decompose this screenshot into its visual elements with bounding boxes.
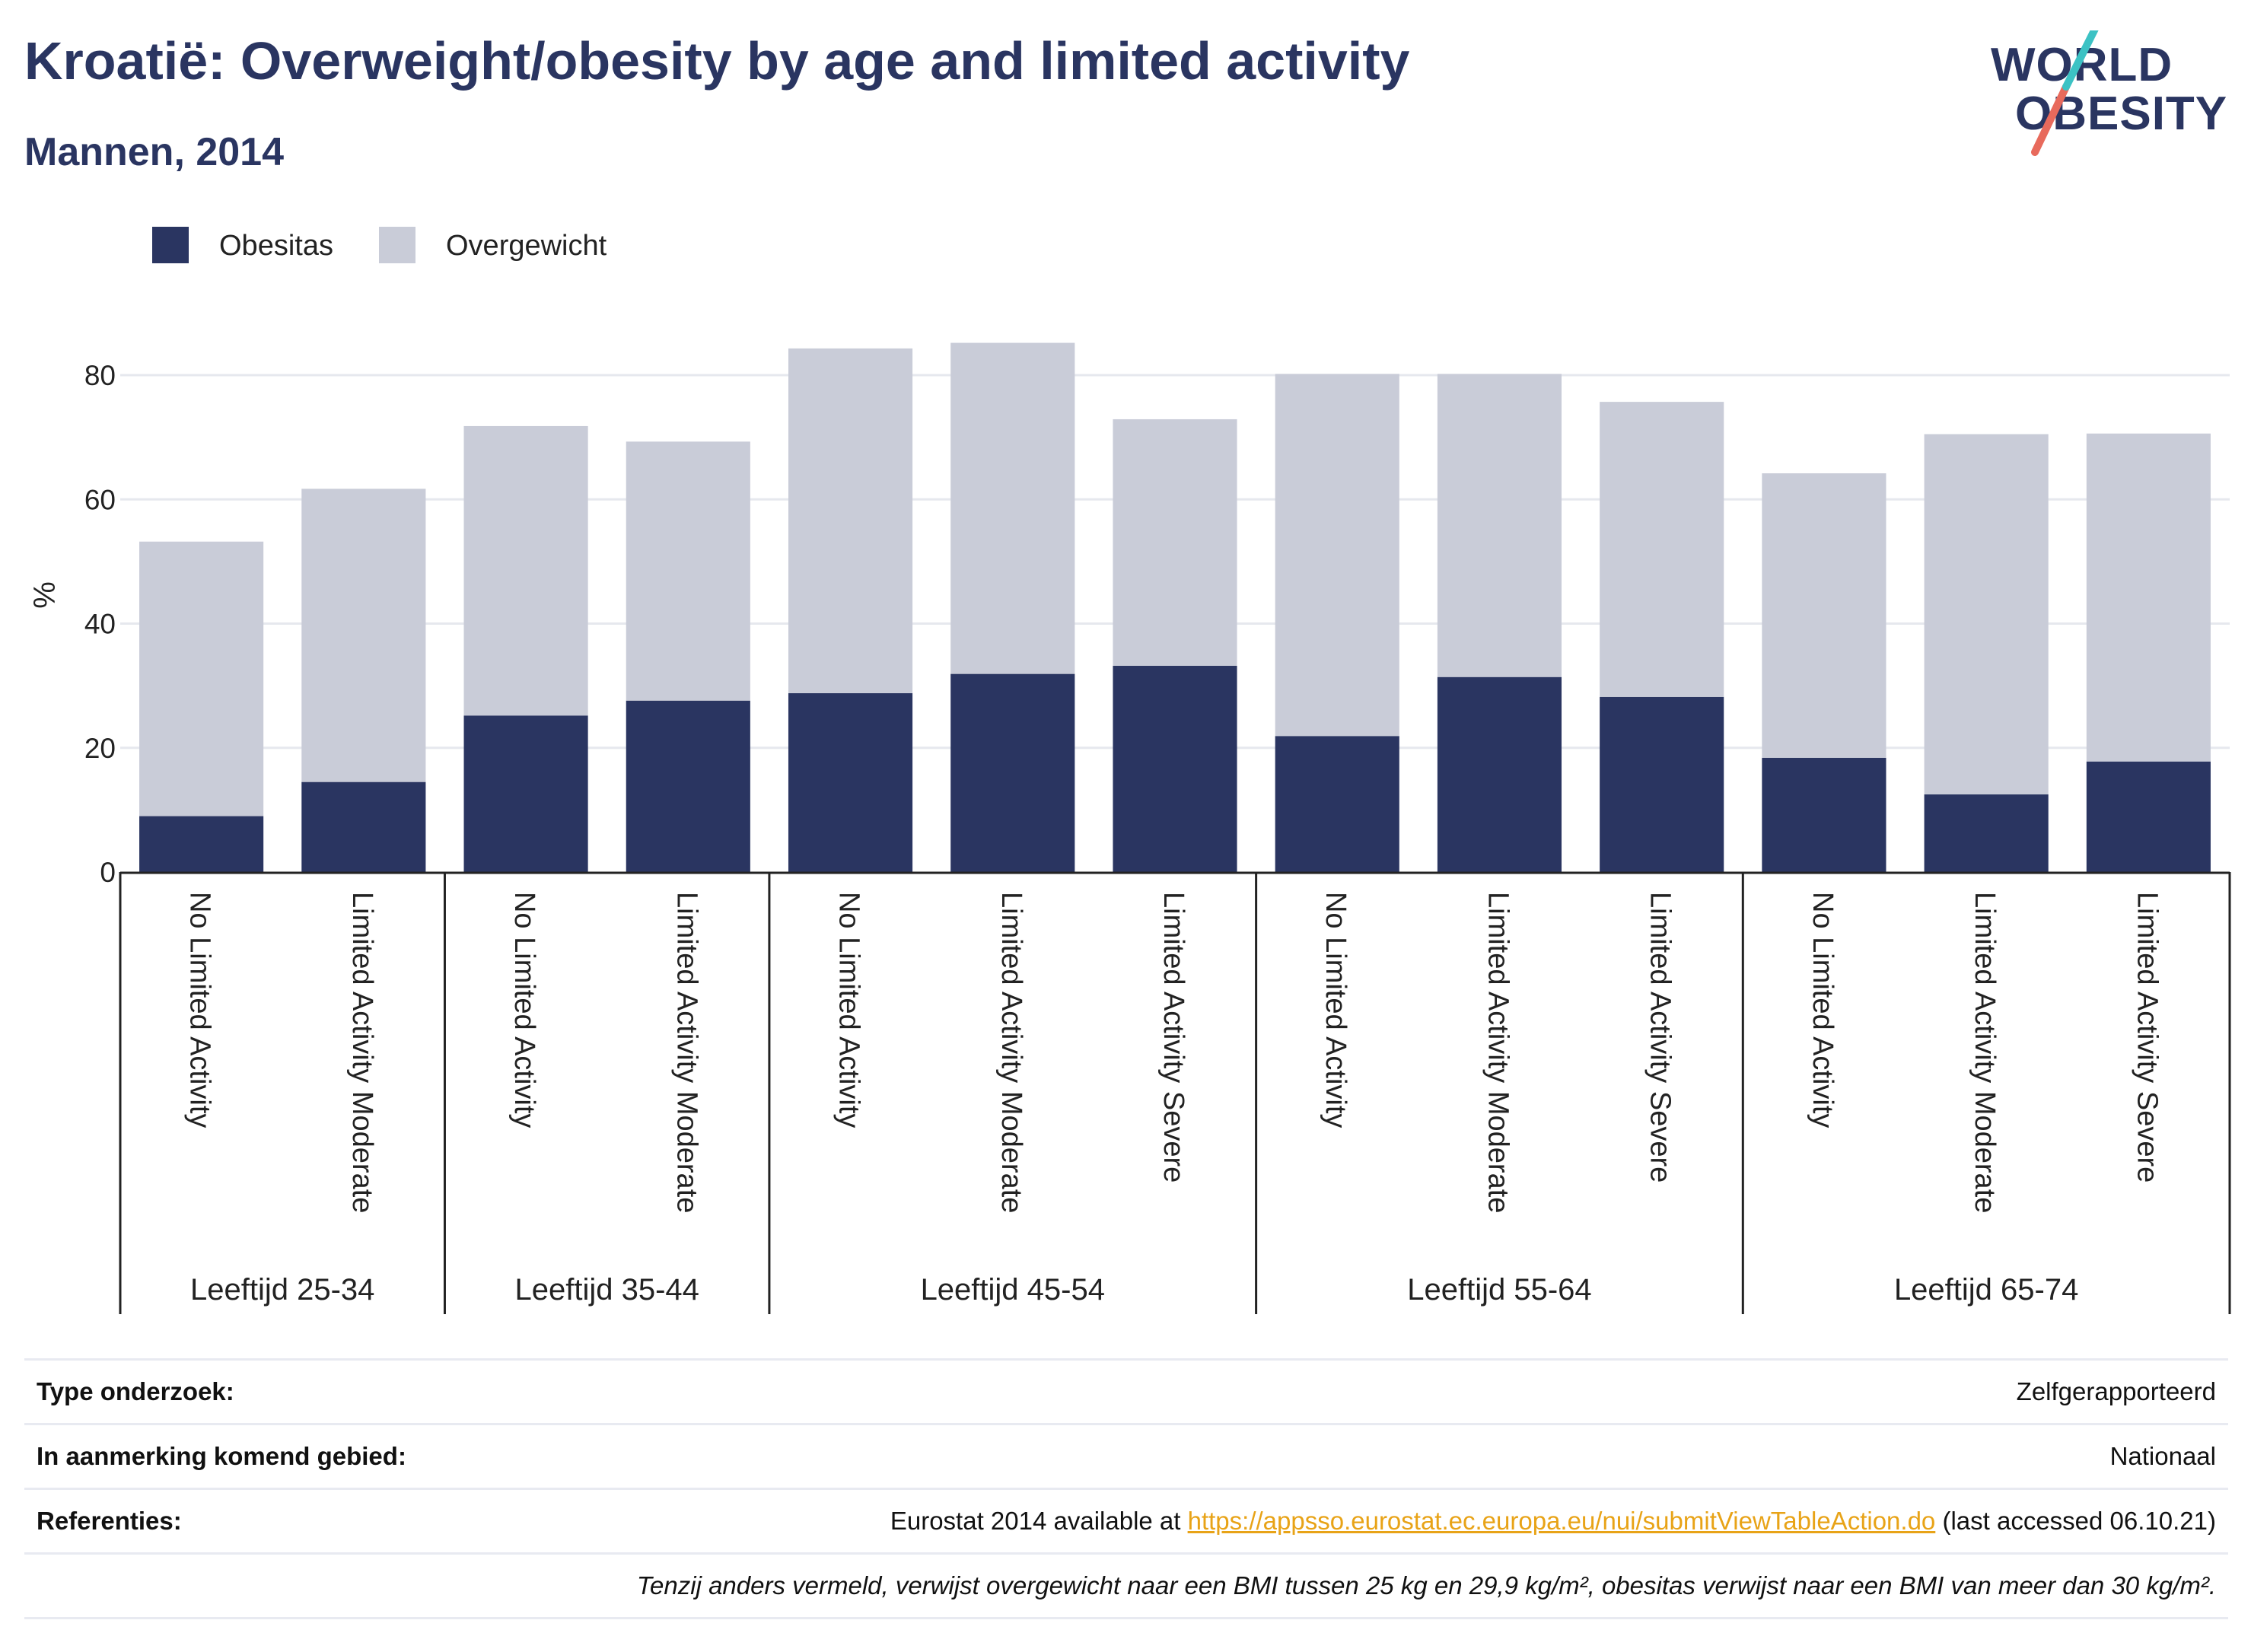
- y-tick-label: 80: [84, 360, 116, 391]
- legend-label-overgewicht: Overgewicht: [446, 230, 607, 262]
- bmi-definition-note: Tenzij anders vermeld, verwijst overgewi…: [636, 1571, 2216, 1599]
- bar-obesitas: [301, 781, 426, 872]
- legend-swatch-overgewicht: [379, 227, 415, 263]
- footer-row-survey-type: Type onderzoek: Zelfgerapporteerd: [24, 1358, 2228, 1423]
- references-suffix: (last accessed 06.10.21): [1935, 1507, 2216, 1535]
- footer-row-references: Referenties: Eurostat 2014 available at …: [24, 1488, 2228, 1552]
- bar-overgewicht: [1275, 374, 1399, 737]
- legend-label-obesitas: Obesitas: [219, 230, 333, 262]
- x-category-label: Limited Activity Moderate: [1969, 892, 2001, 1213]
- chart-subtitle: Mannen, 2014: [24, 130, 285, 174]
- x-category-label: Limited Activity Severe: [1157, 892, 1189, 1183]
- bar-overgewicht: [1113, 419, 1237, 667]
- x-category-label: Limited Activity Severe: [1644, 892, 1676, 1183]
- bar-obesitas: [1113, 666, 1237, 872]
- bar-obesitas: [139, 816, 264, 872]
- survey-type-value: Zelfgerapporteerd: [2016, 1377, 2216, 1405]
- footer-row-area: In aanmerking komend gebied: Nationaal: [24, 1423, 2228, 1488]
- bar-overgewicht: [1924, 434, 2049, 794]
- world-obesity-logo: WORLD OBESITY: [1986, 30, 2230, 160]
- bar-obesitas: [1762, 757, 1886, 872]
- y-tick-label: 60: [84, 484, 116, 515]
- bar-obesitas: [1600, 696, 1724, 872]
- bar-obesitas: [1275, 736, 1399, 872]
- x-group-label: Leeftijd 35-44: [514, 1273, 699, 1307]
- legend-swatch-obesitas: [152, 227, 189, 263]
- references-prefix: Eurostat 2014 available at: [890, 1507, 1188, 1535]
- logo-slash-icon: [2031, 30, 2099, 156]
- bar-overgewicht: [301, 489, 426, 782]
- x-category-label: No Limited Activity: [1807, 892, 1839, 1128]
- bar-overgewicht: [1437, 374, 1562, 677]
- bar-obesitas: [463, 715, 588, 872]
- logo-line-1: WORLD: [1991, 39, 2173, 91]
- x-category-label: No Limited Activity: [833, 892, 865, 1128]
- footer-row-note: Tenzij anders vermeld, verwijst overgewi…: [24, 1552, 2228, 1619]
- chart-title: Kroatië: Overweight/obesity by age and l…: [24, 31, 1410, 91]
- y-tick-label: 20: [84, 733, 116, 764]
- bar-overgewicht: [1762, 473, 1886, 758]
- y-tick-label: 0: [100, 857, 116, 888]
- stacked-bar-chart: 0 20 40 60 80% No Limited Activity Limited Act…: [28, 342, 2231, 1314]
- bar-overgewicht: [463, 425, 588, 716]
- x-category-label: Limited Activity Moderate: [995, 892, 1027, 1213]
- x-category-label: Limited Activity Moderate: [1482, 892, 1514, 1213]
- x-category-label: No Limited Activity: [184, 892, 216, 1128]
- bar-overgewicht: [1600, 402, 1724, 697]
- x-group-label: Leeftijd 65-74: [1894, 1273, 2078, 1307]
- bar-obesitas: [2086, 761, 2211, 872]
- area-label: In aanmerking komend gebied:: [37, 1442, 406, 1470]
- references-value: Eurostat 2014 available at https://appss…: [890, 1507, 2216, 1536]
- bar-obesitas: [1437, 676, 1562, 872]
- x-group-label: Leeftijd 25-34: [190, 1273, 374, 1307]
- bar-obesitas: [1924, 794, 2049, 872]
- x-category-label: Limited Activity Severe: [2131, 892, 2163, 1183]
- references-label: Referenties:: [37, 1507, 182, 1535]
- y-axis-label: %: [28, 581, 62, 609]
- survey-type-label: Type onderzoek:: [37, 1377, 234, 1405]
- bar-overgewicht: [626, 441, 750, 701]
- x-category-label: No Limited Activity: [508, 892, 540, 1128]
- x-group-label: Leeftijd 55-64: [1407, 1273, 1591, 1307]
- area-value: Nationaal: [2109, 1442, 2216, 1470]
- x-category-label: Limited Activity Moderate: [670, 892, 702, 1213]
- bar-obesitas: [950, 673, 1075, 872]
- bar-obesitas: [626, 700, 750, 872]
- x-category-label: No Limited Activity: [1320, 892, 1352, 1128]
- y-tick-label: 40: [84, 609, 116, 640]
- bar-overgewicht: [2086, 433, 2211, 762]
- bar-overgewicht: [950, 342, 1075, 674]
- references-link[interactable]: https://appsso.eurostat.ec.europa.eu/nui…: [1187, 1507, 1936, 1535]
- footer-table: Type onderzoek: Zelfgerapporteerd In aan…: [24, 1358, 2228, 1619]
- x-category-label: Limited Activity Moderate: [346, 892, 378, 1213]
- bar-obesitas: [788, 692, 913, 872]
- bar-overgewicht: [788, 348, 913, 693]
- bar-overgewicht: [139, 541, 264, 816]
- x-group-label: Leeftijd 45-54: [921, 1273, 1105, 1307]
